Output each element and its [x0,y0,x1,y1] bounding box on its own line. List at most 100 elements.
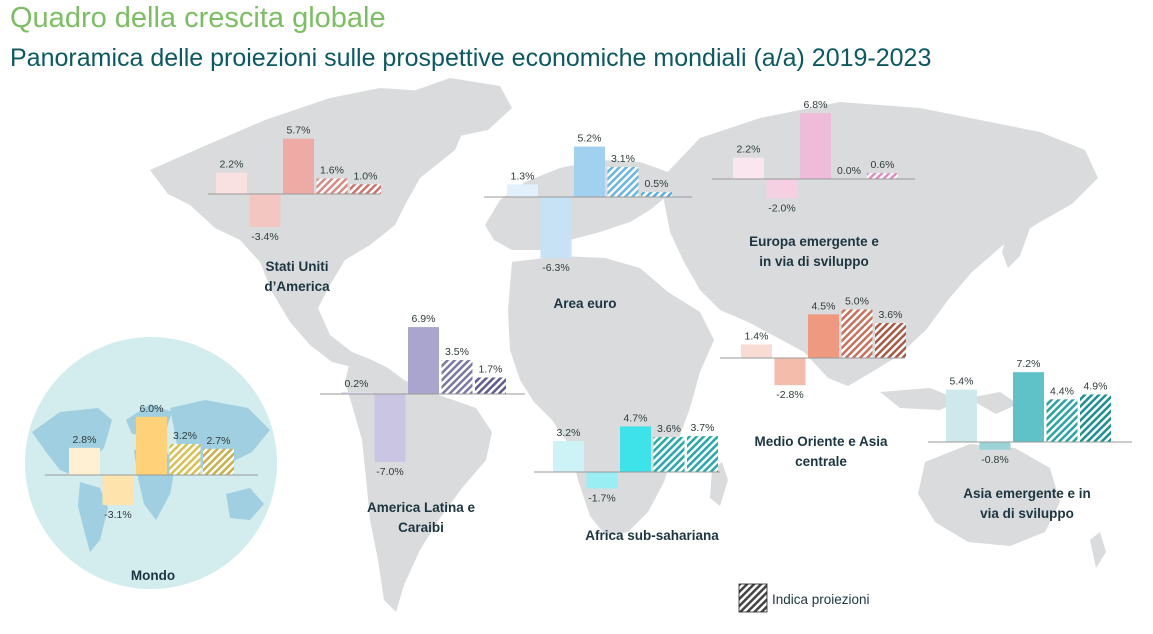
bar-usa-1 [249,194,281,227]
bar-value-label: 2.8% [73,434,97,446]
bar-value-label: 3.2% [173,430,197,442]
region-name-mena: Medio Oriente e Asia [754,434,888,449]
bar-value-label: 1.0% [354,170,378,182]
bar-asia-3 [1046,399,1078,442]
bar-euro-2 [574,146,605,197]
bar-value-label: 0.0% [837,165,861,177]
region-chart-euro: 1.3% -6.3% 5.2% 3.1% 0.5% Area euro [484,133,692,311]
bar-value-label: 2.2% [220,159,244,171]
bar-euro-3 [607,166,639,197]
bar-world-1 [102,475,134,506]
bar-value-label: 4.9% [1084,380,1108,392]
bar-value-label: 0.2% [345,378,369,390]
bar-emerging_europe-1 [766,179,798,199]
bar-value-label: 2.2% [737,144,761,156]
bar-mena-0 [741,344,772,358]
bar-value-label: 0.6% [871,159,895,171]
bar-value-label: 4.5% [812,300,836,312]
bar-value-label: 1.7% [479,364,503,376]
region-name-world: Mondo [131,568,175,583]
region-name-asia: via di sviluppo [980,506,1074,521]
bar-world-4 [203,448,234,475]
bar-latam-2 [408,327,439,394]
bar-value-label: -0.8% [981,454,1008,466]
bar-value-label: 5.0% [845,296,869,308]
bar-mena-1 [774,358,806,386]
page-title: Quadro della crescita globale [10,2,386,34]
region-chart-latam: 0.2% -7.0% 6.9% 3.5% 1.7% America Latina e Car… [320,313,525,535]
bar-emerging_europe-2 [800,113,831,179]
bar-euro-4 [641,192,672,197]
bar-value-label: 4.4% [1050,385,1074,397]
bar-world-2 [136,416,167,475]
region-chart-usa: 2.2% -3.4% 5.7% 1.6% 1.0% Stati Uniti d’Americ… [208,125,381,294]
bar-asia-4 [1080,394,1111,442]
bar-value-label: 3.6% [879,309,903,321]
bar-mena-3 [841,309,873,358]
legend-swatch [738,583,768,613]
bar-value-label: -6.3% [542,262,569,274]
bar-world-0 [69,447,100,475]
legend-label: Indica proiezioni [772,592,870,607]
bar-value-label: 7.2% [1017,358,1041,370]
bar-value-label: 6.8% [804,99,828,111]
bar-latam-3 [441,360,473,394]
region-name-usa: Stati Uniti [266,259,329,274]
region-name-usa: d’America [264,279,330,294]
legend: Indica proiezioni [738,583,870,613]
bar-value-label: -2.0% [768,202,795,214]
bar-usa-0 [216,172,247,194]
region-chart-mena: 1.4% -2.8% 4.5% 5.0% 3.6% Medio Oriente e Asi… [720,296,906,469]
bar-asia-1 [979,442,1011,450]
bar-ssa-1 [586,472,618,489]
bar-value-label: 6.0% [140,403,164,415]
region-name-asia: Asia emergente e in [963,486,1091,501]
bar-mena-4 [875,323,906,358]
bar-mena-2 [808,314,839,358]
region-name-emerging_europe: Europa emergente e [749,234,879,249]
bar-latam-4 [475,377,506,394]
bar-value-label: -2.8% [776,389,803,401]
page-subtitle: Panoramica delle proiezioni sulle prospe… [10,44,932,72]
bar-usa-3 [316,178,348,194]
bar-value-label: 4.7% [624,412,648,424]
bar-euro-1 [540,197,572,259]
bar-latam-1 [374,394,406,462]
bar-value-label: 3.2% [557,427,581,439]
bar-value-label: -3.4% [251,231,278,243]
bar-value-label: -1.7% [588,492,615,504]
bar-value-label: -7.0% [376,466,403,478]
bar-ssa-2 [620,426,651,472]
region-chart-world: 2.8% -3.1% 6.0% 3.2% 2.7% Mondo [45,403,258,583]
region-name-euro: Area euro [553,296,616,311]
bar-ssa-0 [553,440,584,472]
bar-asia-2 [1013,372,1044,442]
bar-ssa-4 [687,436,718,472]
bar-emerging_europe-0 [733,157,764,179]
bar-ssa-3 [653,437,685,472]
region-name-latam: America Latina e [367,500,476,515]
bar-value-label: 3.5% [445,346,469,358]
region-name-ssa: Africa sub-sahariana [585,528,719,543]
region-chart-asia: 5.4% -0.8% 7.2% 4.4% 4.9% Asia emergente e in… [928,358,1132,521]
bar-value-label: 3.6% [657,423,681,435]
region-name-latam: Caraibi [398,520,444,535]
bar-value-label: 3.1% [611,153,635,165]
bar-value-label: 6.9% [412,313,436,325]
bar-asia-0 [946,389,977,442]
bar-value-label: 1.3% [511,170,535,182]
bar-value-label: 2.7% [207,435,231,447]
bar-usa-2 [283,138,314,194]
bar-usa-4 [350,184,381,194]
bar-value-label: 5.4% [950,376,974,388]
bar-emerging_europe-4 [867,173,898,179]
bar-value-label: 0.5% [645,178,669,190]
region-name-mena: centrale [795,454,847,469]
bar-value-label: 5.2% [578,133,602,145]
region-chart-emerging_europe: 2.2% -2.0% 6.8% 0.0% 0.6% Europa emergente e i… [712,99,915,269]
bar-value-label: -3.1% [104,509,131,521]
region-name-emerging_europe: in via di sviluppo [759,254,869,269]
bar-value-label: 5.7% [287,125,311,137]
region-chart-ssa: 3.2% -1.7% 4.7% 3.6% 3.7% Africa sub-saharian… [534,412,720,543]
